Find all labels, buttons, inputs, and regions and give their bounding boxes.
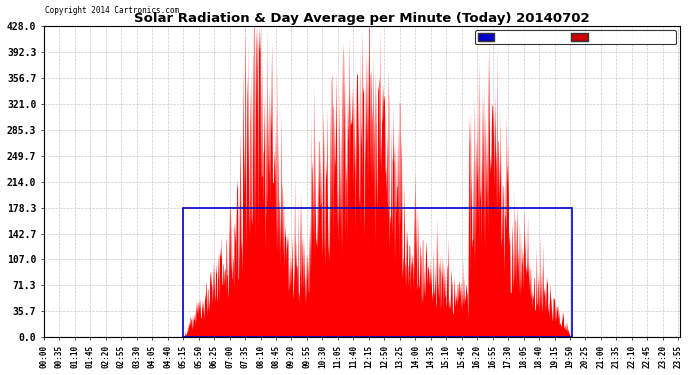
- Bar: [184, 208, 572, 337]
- Title: Solar Radiation & Day Average per Minute (Today) 20140702: Solar Radiation & Day Average per Minute…: [134, 12, 590, 25]
- Legend: Median (W/m2), Radiation (W/m2): Median (W/m2), Radiation (W/m2): [475, 30, 676, 44]
- Text: Copyright 2014 Cartronics.com: Copyright 2014 Cartronics.com: [45, 6, 179, 15]
